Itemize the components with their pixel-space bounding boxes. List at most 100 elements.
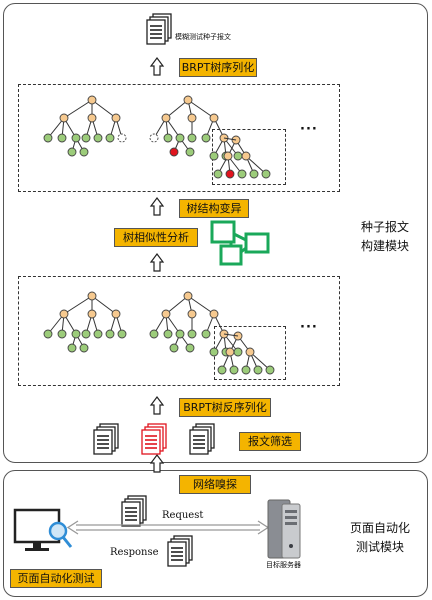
tree-node — [201, 329, 211, 339]
tree-node — [237, 169, 247, 179]
tree-node — [265, 365, 275, 375]
tree-node — [161, 113, 171, 123]
tree-mutation-label: 树结构变异 — [179, 199, 249, 218]
tree-node — [241, 151, 251, 161]
mutated-trees-box — [18, 84, 340, 192]
puzzle-icon — [210, 220, 270, 266]
tree-node — [161, 309, 171, 319]
request-label: Request — [162, 510, 204, 521]
seed-output-label: 模糊测试种子报文 — [175, 33, 231, 41]
packet-filter-label: 报文筛选 — [239, 432, 301, 451]
tree-node — [223, 151, 233, 161]
tree-node — [185, 147, 195, 157]
tree-node — [163, 329, 173, 339]
tree-node — [71, 133, 81, 143]
tree-node — [163, 133, 173, 143]
tree-node — [87, 309, 97, 319]
tree-node — [209, 309, 219, 319]
tree-node — [43, 133, 53, 143]
tree-node — [81, 329, 91, 339]
tree-node — [43, 329, 53, 339]
tree-node — [249, 169, 259, 179]
tree-node — [233, 347, 243, 357]
tree-node — [187, 133, 197, 143]
request-document-icon — [121, 495, 147, 527]
tree-node — [183, 291, 193, 301]
tree-edge — [91, 99, 117, 119]
brpt-trees — [43, 95, 275, 375]
monitor-magnifier-icon — [13, 508, 73, 551]
tree-node — [209, 151, 219, 161]
tree-edge — [91, 295, 117, 315]
tree-node — [87, 95, 97, 105]
tree-node — [187, 113, 197, 123]
tree-node — [245, 347, 255, 357]
tree-node — [169, 343, 179, 353]
tree-node — [79, 343, 89, 353]
page-automation-panel — [3, 470, 428, 597]
tree-node — [81, 133, 91, 143]
tree-node — [93, 329, 103, 339]
tree-node — [253, 365, 263, 375]
request-arrow — [66, 520, 270, 535]
packet-document-icon — [189, 423, 215, 455]
tree-node — [187, 309, 197, 319]
tree-node — [57, 133, 67, 143]
tree-node — [93, 133, 103, 143]
tree-node — [87, 291, 97, 301]
tree-edge — [165, 295, 189, 315]
tree-node — [261, 169, 271, 179]
seed-document-icon — [146, 13, 172, 45]
tree-node — [175, 329, 185, 339]
tree-node — [241, 365, 251, 375]
selected-packet-document-icon — [141, 423, 167, 455]
flow-arrow-up — [149, 57, 165, 473]
tree-edge — [187, 99, 215, 119]
tree-node — [105, 133, 115, 143]
tree-node — [105, 329, 115, 339]
tree-node — [209, 347, 219, 357]
brpt-deserialize-label: BRPT树反序列化 — [179, 398, 271, 417]
tree-node — [213, 169, 223, 179]
tree-node — [201, 133, 211, 143]
seed-construction-panel — [3, 3, 428, 463]
tree-node — [117, 329, 127, 339]
tree-node — [67, 343, 77, 353]
tree-node — [217, 365, 227, 375]
tree-edge — [63, 99, 93, 119]
tree-node — [225, 347, 235, 357]
tree-edge — [187, 295, 215, 315]
tree-node — [233, 151, 243, 161]
tree-node — [111, 309, 121, 319]
server-icon — [267, 499, 301, 559]
packet-document-icon — [93, 423, 119, 455]
ellipsis: ··· — [300, 320, 318, 335]
tree-edge — [223, 333, 239, 337]
tree-node — [149, 329, 159, 339]
response-label: Response — [110, 547, 159, 558]
page-automation-test-label: 页面自动化测试 — [10, 569, 102, 588]
tree-node — [79, 147, 89, 157]
tree-node — [187, 329, 197, 339]
tree-edge — [249, 351, 271, 371]
network-sniff-label: 网络嗅探 — [179, 475, 251, 494]
seed-module-label: 种子报文 构建模块 — [360, 220, 409, 253]
tree-node — [169, 147, 179, 157]
tree-similarity-label: 树相似性分析 — [114, 228, 198, 247]
tree-node — [185, 343, 195, 353]
ellipsis: ··· — [300, 122, 318, 137]
tree-node — [175, 133, 185, 143]
tree-node — [209, 113, 219, 123]
tree-node — [111, 113, 121, 123]
tree-node — [117, 133, 127, 143]
tree-node — [57, 329, 67, 339]
tree-node — [87, 113, 97, 123]
tree-node — [59, 113, 69, 123]
tree-edge — [245, 155, 267, 175]
response-document-icon — [167, 535, 193, 567]
tree-edge — [223, 137, 237, 141]
parsed-trees-box — [18, 276, 340, 386]
page-automation-module-label: 页面自动化 测试模块 — [349, 521, 410, 554]
target-server-label: 目标服务器 — [266, 561, 301, 569]
